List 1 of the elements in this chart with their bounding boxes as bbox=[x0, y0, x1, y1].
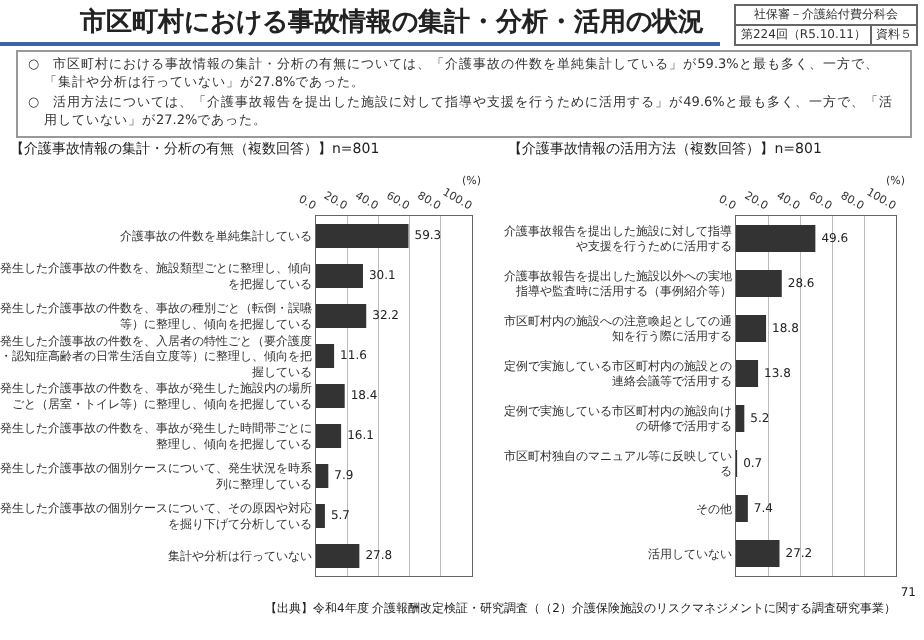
text: 市区町村における事故情報の集計・分析・活用の状況 bbox=[80, 5, 704, 40]
